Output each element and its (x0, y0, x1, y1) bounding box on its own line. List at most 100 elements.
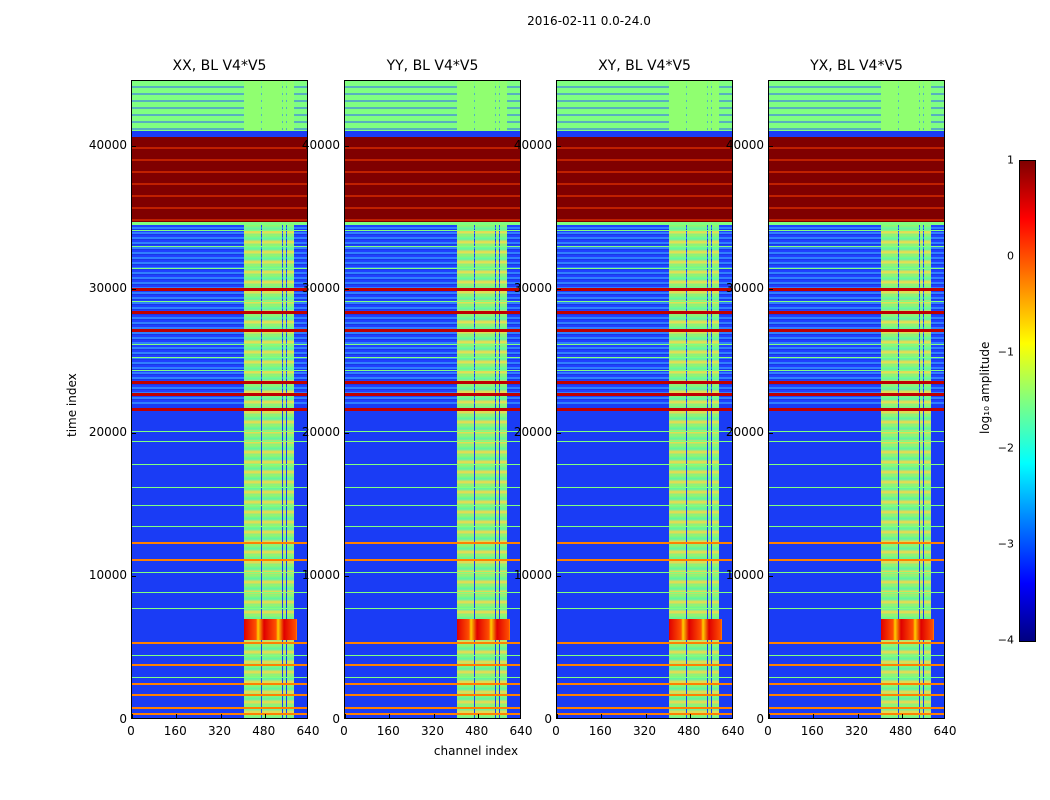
rfi-line (132, 663, 307, 666)
channel-band-upper (270, 81, 274, 132)
channel-band (881, 224, 892, 718)
y-tick-label: 30000 (88, 281, 127, 296)
x-tick-label: 0 (764, 724, 772, 738)
rfi-line-faint (557, 369, 732, 371)
rfi-line (345, 694, 520, 697)
channel-band-upper (255, 81, 261, 132)
y-tick (769, 145, 773, 147)
channel-band (923, 224, 931, 718)
rfi-line-faint (132, 607, 307, 609)
rfi-line (132, 541, 307, 544)
rfi-line-faint (557, 526, 732, 528)
colorbar (1019, 160, 1036, 642)
rfi-line (557, 329, 732, 333)
rfi-line-faint (345, 504, 520, 506)
x-tick (769, 714, 770, 718)
rfi-line-faint (132, 592, 307, 594)
rfi-line-faint (345, 369, 520, 371)
colorbar-tick-label: −3 (997, 537, 1014, 551)
rfi-line-faint (132, 369, 307, 371)
heatmap-panel-1: XX, BL V4*V5 0 10000 20000 30000 40000 0 160 320… (89, 58, 320, 738)
channel-band-upper (669, 81, 680, 132)
y-tick (557, 432, 561, 434)
rfi-line (132, 329, 307, 333)
channel-band (919, 224, 924, 718)
rfi-line-faint (557, 487, 732, 489)
heatmap-panel-3: XY, BL V4*V5 0 10000 20000 30000 40000 0 160 320… (514, 58, 745, 738)
rfi-line (769, 694, 944, 697)
colorbar-tick-label: −4 (997, 633, 1014, 647)
x-tick-label: 320 (633, 724, 656, 738)
rfi-line-faint (345, 607, 520, 609)
colorbar-tick-label: −2 (997, 441, 1014, 455)
channel-band-upper (680, 81, 686, 132)
rfi-line-faint (345, 356, 520, 358)
rfi-line (132, 392, 307, 396)
x-tick-label: 640 (509, 724, 533, 738)
rfi-line (769, 287, 944, 291)
saturated-block (132, 137, 307, 222)
rfi-line-faint (132, 431, 307, 433)
rfi-line (557, 381, 732, 385)
channel-band-upper (483, 81, 487, 132)
channel-band-upper (711, 81, 719, 132)
x-tick (264, 714, 266, 718)
y-tick (345, 432, 349, 434)
x-tick (857, 714, 859, 718)
channel-band (911, 224, 920, 718)
rfi-line-faint (557, 300, 732, 302)
y-tick-label: 20000 (725, 424, 764, 439)
rfi-line-faint (132, 246, 307, 248)
rfi-line (345, 712, 520, 715)
rfi-line-faint (345, 343, 520, 345)
rfi-line (345, 642, 520, 645)
rfi-line-faint (769, 526, 944, 528)
rfi-line (345, 663, 520, 666)
x-axis-label: channel index (433, 744, 519, 758)
rfi-line (557, 682, 732, 685)
rfi-line (769, 329, 944, 333)
rfi-line-faint (557, 431, 732, 433)
rfi-line-faint (132, 487, 307, 489)
rfi-line (345, 541, 520, 544)
rfi-line (345, 682, 520, 685)
y-tick (557, 289, 561, 291)
x-tick-label: 160 (588, 724, 612, 738)
rfi-line (345, 381, 520, 385)
rfi-line-faint (132, 464, 307, 466)
rfi-line-faint (132, 343, 307, 345)
rfi-line-faint (345, 487, 520, 489)
rfi-line-faint (557, 464, 732, 466)
rfi-line-faint (769, 487, 944, 489)
rfi-line-faint (132, 300, 307, 302)
x-tick (345, 714, 346, 718)
panel-title: YX, BL V4*V5 (810, 58, 903, 74)
y-tick-label: 20000 (88, 424, 127, 439)
channel-band-upper (274, 81, 283, 132)
rfi-line-faint (132, 356, 307, 358)
channel-band (680, 224, 686, 718)
rfi-line-faint (769, 504, 944, 506)
channel-band-upper (695, 81, 699, 132)
channel-band-upper (898, 81, 907, 132)
y-tick (557, 145, 561, 147)
channel-band (699, 224, 708, 718)
y-tick-label: 30000 (513, 281, 552, 296)
channel-band-upper (282, 81, 287, 132)
rfi-line (557, 287, 732, 291)
rfi-line-faint (557, 607, 732, 609)
rfi-line-faint (557, 572, 732, 574)
x-tick-label: 640 (721, 724, 745, 738)
rfi-line (557, 392, 732, 396)
y-tick (132, 145, 136, 147)
rfi-line-faint (345, 300, 520, 302)
channel-band (274, 224, 283, 718)
rfi-line (557, 408, 732, 412)
colorbar-label: log₁₀ amplitude (978, 341, 992, 434)
x-tick (689, 714, 691, 718)
colorbar-tick-label: 0 (1007, 249, 1014, 263)
rfi-line (769, 381, 944, 385)
rfi-line (557, 663, 732, 666)
channel-band (286, 224, 294, 718)
channel-band-upper (468, 81, 474, 132)
